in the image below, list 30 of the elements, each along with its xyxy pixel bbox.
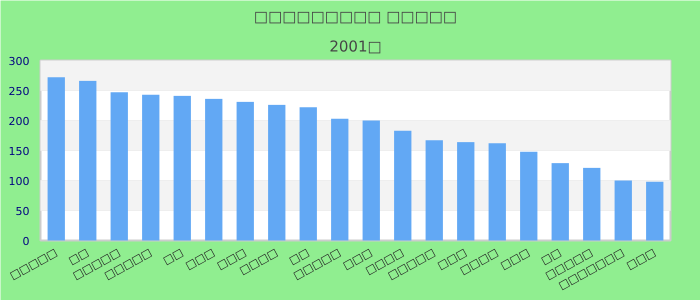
bar	[142, 94, 160, 240]
bar	[331, 118, 348, 240]
x-tick-label: □□	[160, 246, 186, 268]
bar	[300, 107, 317, 240]
bar	[488, 143, 506, 240]
bar	[394, 130, 412, 240]
y-tick-label: 200	[8, 115, 30, 128]
bar	[48, 77, 65, 240]
bar	[110, 92, 128, 240]
bar	[552, 163, 569, 240]
y-tick-label: 300	[8, 55, 30, 68]
bar	[79, 80, 96, 240]
bar	[174, 96, 191, 240]
y-tick-label: 250	[8, 85, 30, 98]
bar	[583, 168, 600, 240]
bar	[457, 142, 474, 240]
bar	[205, 98, 222, 240]
bar	[614, 180, 632, 240]
y-tick-label: 150	[8, 145, 30, 158]
bar	[426, 140, 443, 240]
chart-title: □□□□□□□□□ □□□□□	[254, 8, 458, 26]
bar	[268, 104, 286, 240]
bar	[362, 120, 380, 240]
y-tick-label: 100	[8, 175, 30, 188]
y-tick-label: 0	[22, 235, 30, 248]
bar	[646, 182, 664, 240]
chart-subtitle: 2001□	[329, 38, 382, 56]
bar	[236, 102, 254, 240]
y-tick-label: 50	[16, 205, 30, 218]
bar	[520, 152, 538, 240]
